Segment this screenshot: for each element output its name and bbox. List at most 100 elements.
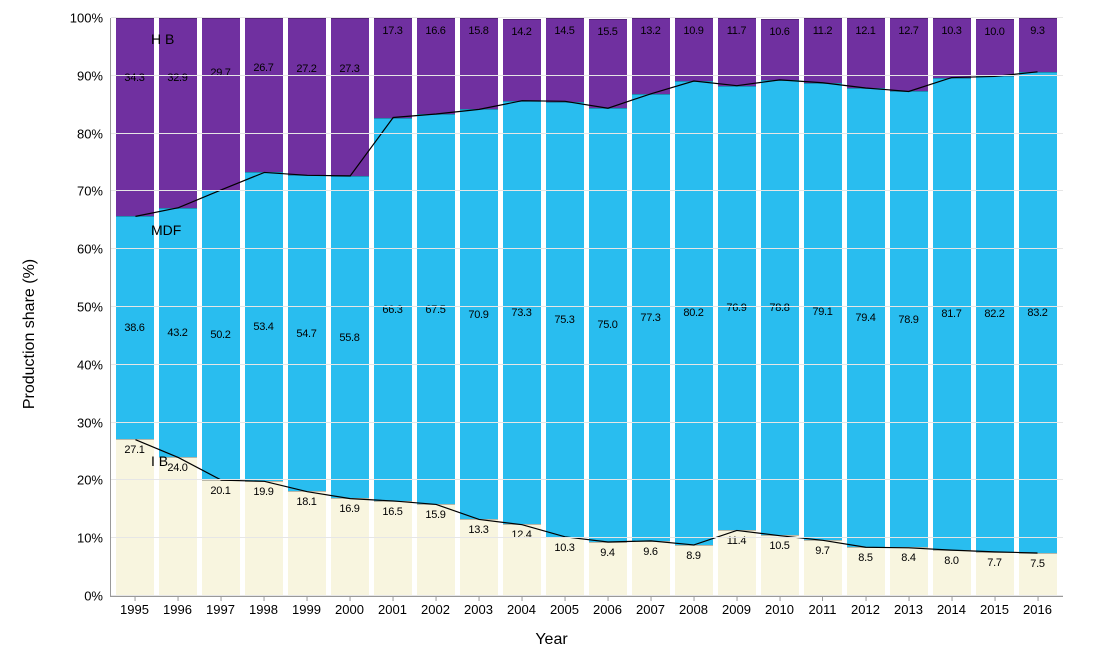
bar-segment-hb: 10.3 <box>933 18 971 78</box>
bar-segment-mdf: 83.2 <box>1019 72 1057 553</box>
ytick-label: 10% <box>77 531 111 546</box>
bar-segment-ib: 24.0 <box>159 457 197 596</box>
bar-value-label: 13.3 <box>468 524 488 536</box>
bar-value-label: 10.9 <box>683 25 703 37</box>
bar-column: 32.943.224.01996 <box>159 18 197 596</box>
bar-segment-mdf: 54.7 <box>288 175 326 491</box>
bar-segment-ib: 8.9 <box>675 545 713 596</box>
bar-column: 29.750.220.11997 <box>202 18 240 596</box>
bar-segment-ib: 20.1 <box>202 480 240 596</box>
bar-value-label: 8.4 <box>901 552 915 564</box>
bar-column: 14.273.312.42004 <box>503 18 541 596</box>
bar-value-label: 76.9 <box>726 302 746 314</box>
bar-value-label: 10.6 <box>769 26 789 38</box>
ytick-label: 50% <box>77 300 111 315</box>
bar-segment-ib: 7.5 <box>1019 553 1057 596</box>
bar-value-label: 8.0 <box>944 555 958 567</box>
bar-segment-hb: 26.7 <box>245 18 283 172</box>
bar-column: 12.778.98.42013 <box>890 18 928 596</box>
bar-value-label: 9.7 <box>815 545 829 557</box>
bar-segment-mdf: 75.0 <box>589 108 627 542</box>
xtick-label: 2004 <box>507 596 536 617</box>
bar-segment-hb: 11.7 <box>718 18 756 86</box>
chart-container: Production share (%) Year 34.338.627.119… <box>0 0 1103 667</box>
bar-segment-hb: 14.2 <box>503 19 541 101</box>
bar-value-label: 50.2 <box>210 329 230 341</box>
bar-segment-ib: 9.7 <box>804 540 842 596</box>
ytick-label: 90% <box>77 68 111 83</box>
ytick-label: 60% <box>77 242 111 257</box>
bar-segment-hb: 15.8 <box>460 18 498 109</box>
plot-area: 34.338.627.1199532.943.224.0199629.750.2… <box>110 18 1063 597</box>
xtick-label: 2014 <box>937 596 966 617</box>
bar-segment-hb: 12.1 <box>847 18 885 88</box>
xtick-label: 2010 <box>765 596 794 617</box>
ytick-label: 70% <box>77 184 111 199</box>
bar-value-label: 12.4 <box>511 529 531 541</box>
bar-segment-hb: 12.7 <box>890 18 928 91</box>
bar-segment-hb: 27.2 <box>288 18 326 175</box>
bar-column: 15.870.913.32003 <box>460 18 498 596</box>
bar-value-label: 34.3 <box>124 72 144 84</box>
bar-value-label: 66.3 <box>382 304 402 316</box>
bar-value-label: 8.5 <box>858 552 872 564</box>
xtick-label: 1996 <box>163 596 192 617</box>
bar-column: 14.575.310.32005 <box>546 18 584 596</box>
bar-value-label: 13.2 <box>640 25 660 37</box>
bar-value-label: 78.9 <box>898 314 918 326</box>
bar-column: 13.277.39.62007 <box>632 18 670 596</box>
bar-column: 34.338.627.11995 <box>116 18 154 596</box>
xtick-label: 2006 <box>593 596 622 617</box>
bar-value-label: 73.3 <box>511 307 531 319</box>
bar-value-label: 12.1 <box>855 25 875 37</box>
ytick-label: 0% <box>84 589 111 604</box>
xtick-label: 2002 <box>421 596 450 617</box>
bar-segment-ib: 9.6 <box>632 541 670 596</box>
bar-value-label: 9.6 <box>643 546 657 558</box>
bar-value-label: 27.3 <box>339 63 359 75</box>
bar-column: 12.179.48.52012 <box>847 18 885 596</box>
bar-value-label: 75.0 <box>597 319 617 331</box>
bar-value-label: 16.6 <box>425 25 445 37</box>
bar-segment-mdf: 81.7 <box>933 78 971 550</box>
xtick-label: 2009 <box>722 596 751 617</box>
bar-segment-ib: 11.4 <box>718 530 756 596</box>
bar-value-label: 83.2 <box>1027 307 1047 319</box>
bar-value-label: 9.4 <box>600 547 614 559</box>
bar-value-label: 53.4 <box>253 321 273 333</box>
bar-segment-mdf: 55.8 <box>331 176 369 499</box>
xtick-label: 2005 <box>550 596 579 617</box>
bar-column: 16.667.515.92002 <box>417 18 455 596</box>
xtick-label: 2008 <box>679 596 708 617</box>
xtick-label: 1998 <box>249 596 278 617</box>
bar-value-label: 78.8 <box>769 302 789 314</box>
bar-value-label: 24.0 <box>167 462 187 474</box>
bar-segment-mdf: 38.6 <box>116 216 154 439</box>
bar-column: 10.980.28.92008 <box>675 18 713 596</box>
bar-value-label: 67.5 <box>425 304 445 316</box>
bar-segment-mdf: 67.5 <box>417 114 455 504</box>
bar-column: 27.355.816.92000 <box>331 18 369 596</box>
bar-value-label: 11.4 <box>727 535 746 547</box>
bar-column: 27.254.718.11999 <box>288 18 326 596</box>
bar-value-label: 10.3 <box>554 542 574 554</box>
bar-segment-ib: 16.9 <box>331 498 369 596</box>
bar-segment-ib: 7.7 <box>976 552 1014 597</box>
bar-value-label: 38.6 <box>124 322 144 334</box>
bar-value-label: 14.5 <box>554 25 574 37</box>
bar-segment-hb: 29.7 <box>202 18 240 190</box>
xtick-label: 1995 <box>120 596 149 617</box>
bar-segment-ib: 12.4 <box>503 524 541 596</box>
bar-segment-hb: 27.3 <box>331 18 369 176</box>
bar-value-label: 15.9 <box>425 509 445 521</box>
bar-segment-ib: 9.4 <box>589 542 627 596</box>
bar-value-label: 79.4 <box>855 312 875 324</box>
bar-segment-hb: 9.3 <box>1019 18 1057 72</box>
bar-value-label: 55.8 <box>339 332 359 344</box>
bar-segment-mdf: 79.1 <box>804 83 842 540</box>
ytick-label: 80% <box>77 126 111 141</box>
xtick-label: 2007 <box>636 596 665 617</box>
bar-segment-ib: 19.9 <box>245 481 283 596</box>
xtick-label: 1997 <box>206 596 235 617</box>
ytick-label: 100% <box>70 11 111 26</box>
